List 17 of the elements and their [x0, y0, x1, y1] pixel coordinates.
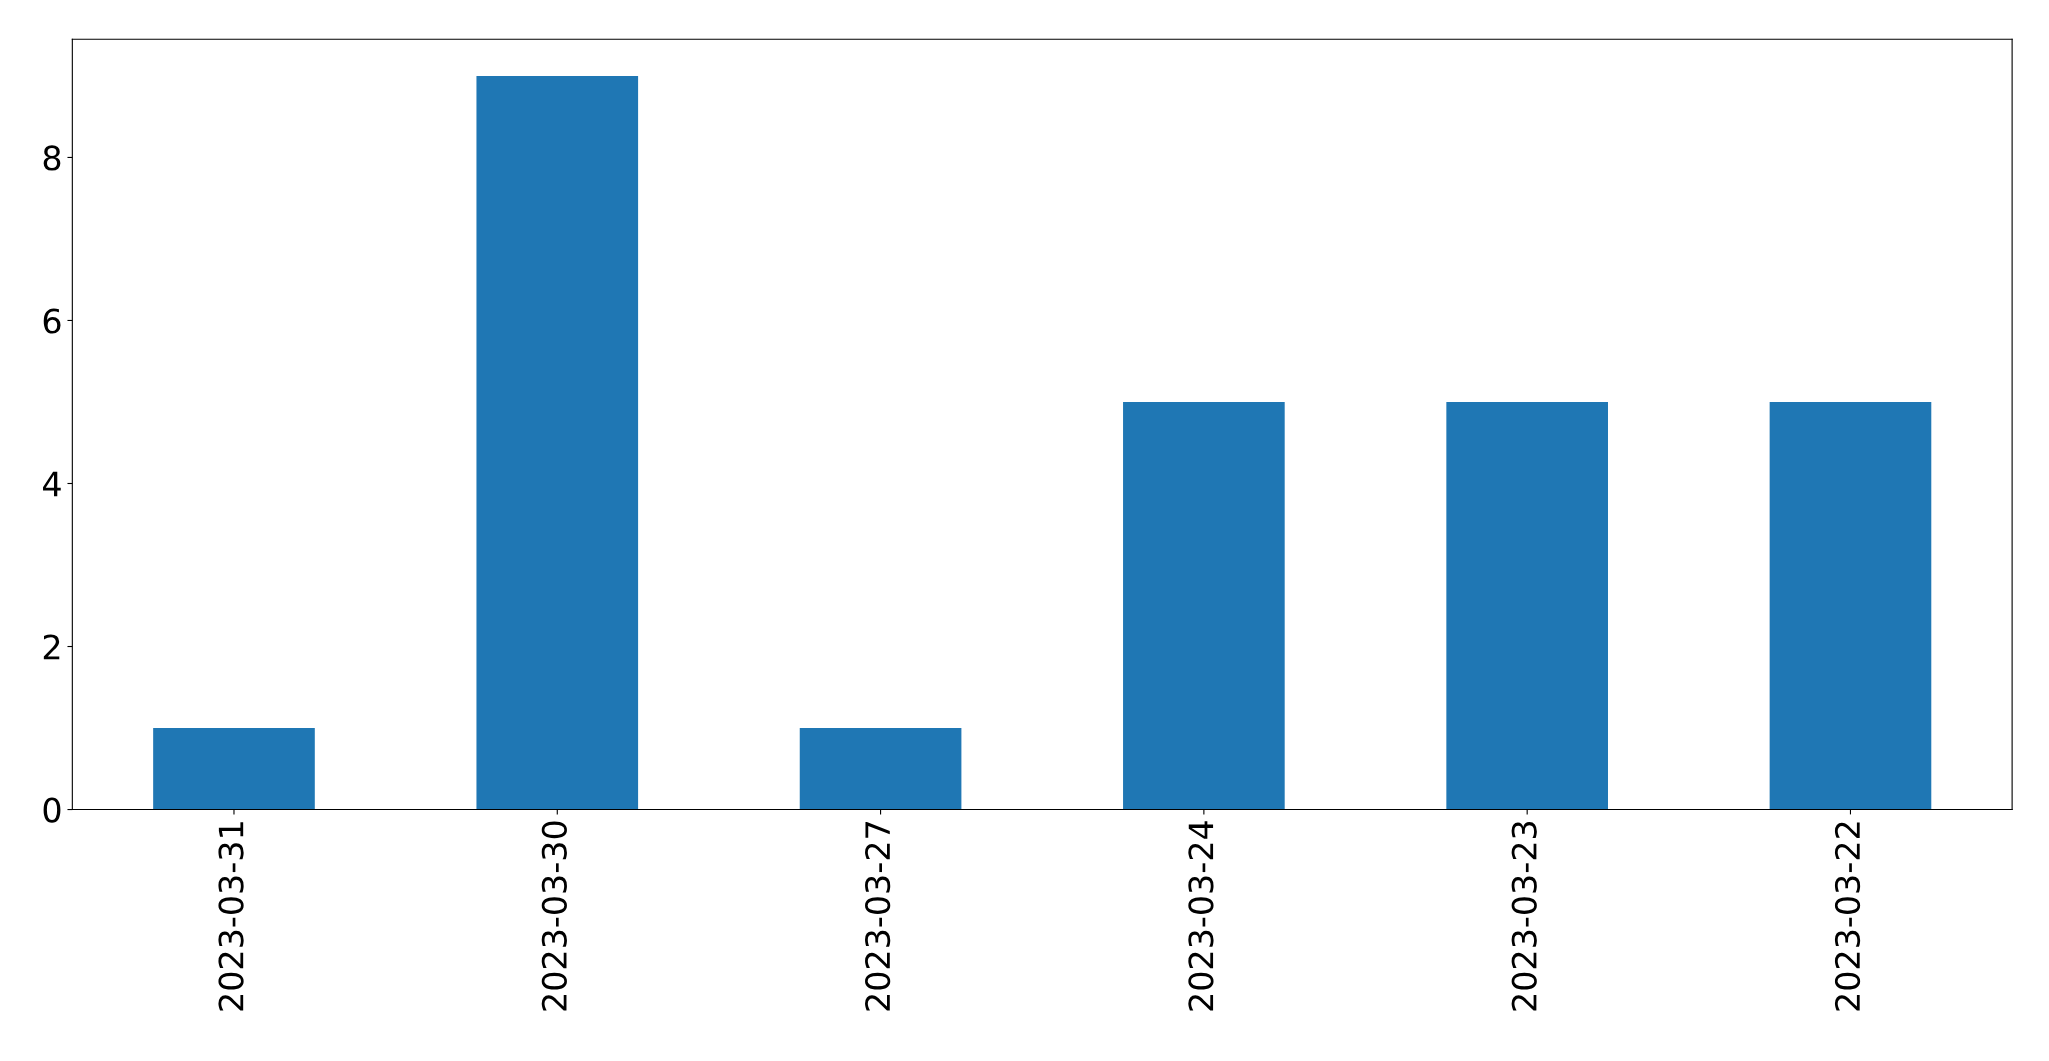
x-tick-label: 2023-03-24 [1188, 821, 1214, 1011]
x-tick-label: 2023-03-27 [865, 822, 891, 1011]
bar [1769, 401, 1932, 810]
bar [1446, 401, 1608, 810]
y-tick-label: 0 [43, 797, 61, 823]
x-tick-label: 2023-03-22 [1834, 822, 1861, 1011]
bar [153, 728, 315, 810]
y-tick-label: 8 [43, 145, 61, 171]
bar [799, 728, 962, 810]
y-tick-label: 2 [43, 634, 60, 660]
x-tick-label: 2023-03-23 [1511, 821, 1537, 1011]
bar [476, 75, 639, 810]
x-tick-label: 2023-03-30 [541, 821, 567, 1011]
bar [1123, 401, 1285, 810]
y-tick-label: 6 [43, 308, 61, 334]
x-tick-label: 2023-03-31 [218, 822, 244, 1011]
y-tick-label: 4 [43, 471, 61, 497]
